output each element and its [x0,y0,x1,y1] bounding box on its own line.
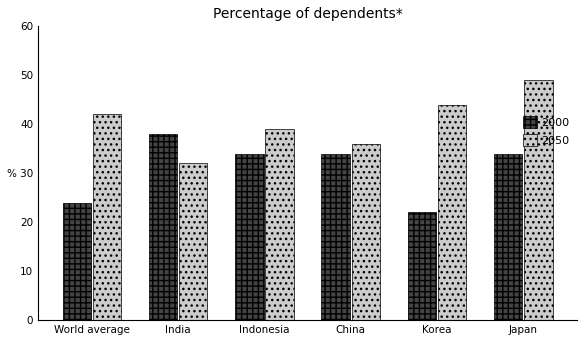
Bar [149,134,178,320]
Bar [494,154,522,320]
Bar [179,163,207,320]
Bar [438,105,466,320]
Title: Percentage of dependents*: Percentage of dependents* [213,7,402,21]
Bar [352,144,380,320]
Bar [524,80,552,320]
Bar [408,212,436,320]
Legend: 2000, 2050: 2000, 2050 [521,114,572,148]
Bar [265,129,294,320]
Bar [62,202,91,320]
Bar [93,115,121,320]
Bar [321,154,350,320]
Bar [235,154,263,320]
